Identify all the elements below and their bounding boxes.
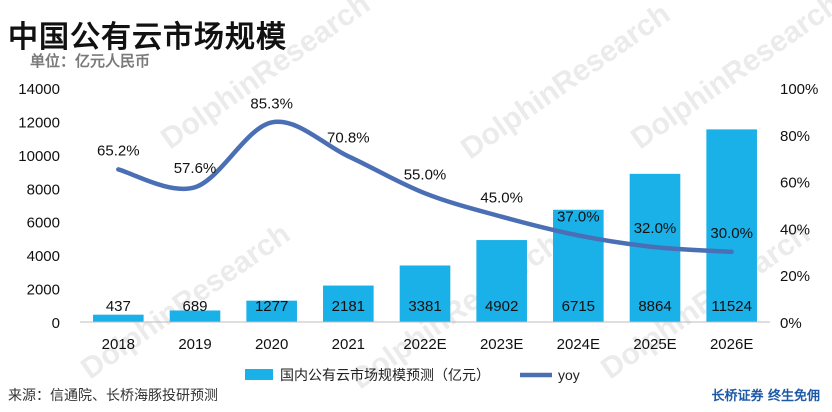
x-tick-2020: 2020 (255, 336, 288, 353)
x-tick-2024E: 2024E (557, 336, 600, 353)
bar-data-labels: 437 689 1277 2181 3381 4902 6715 8864 11524 (106, 298, 752, 315)
bar-label-2022E: 3381 (408, 298, 441, 315)
yoy-label-2026E: 30.0% (710, 225, 753, 242)
y-left-tick-6000: 6000 (27, 215, 60, 232)
yoy-line (116, 119, 734, 255)
bar-label-2018: 437 (106, 298, 131, 315)
yoy-label-2018: 65.2% (97, 142, 140, 159)
y-right-tick-100%: 100% (780, 81, 818, 98)
yoy-label-2019: 57.6% (174, 160, 217, 177)
yoy-label-2024E: 37.0% (557, 208, 600, 225)
bar-2020 (246, 300, 297, 322)
y-left-tick-0: 0 (52, 315, 60, 332)
page-title: 中国公有云市场规模 (8, 20, 287, 55)
x-tick-2021: 2021 (332, 336, 365, 353)
y-right-tick-60%: 60% (780, 175, 810, 192)
line-data-labels: 65.2% 57.6% 85.3% 70.8% 55.0% 45.0% 37.0% 32.0%… (97, 95, 753, 241)
x-tick-2019: 2019 (178, 336, 211, 353)
bar-2024E (553, 209, 604, 322)
x-tick-2026E: 2026E (710, 336, 753, 353)
y-left-tick-4000: 4000 (27, 248, 60, 265)
bar-label-2019: 689 (182, 298, 207, 315)
bar-label-2024E: 6715 (562, 298, 595, 315)
bar-2022E (399, 265, 451, 322)
bar-2023E (476, 240, 527, 322)
x-tick-2023E: 2023E (480, 336, 523, 353)
yoy-label-2025E: 32.0% (634, 220, 677, 237)
bar-2021 (323, 285, 374, 322)
bar-label-2021: 2181 (332, 298, 365, 315)
y-right-tick-20%: 20% (780, 268, 810, 285)
y-left-tick-8000: 8000 (27, 181, 60, 198)
y-left-tick-2000: 2000 (27, 282, 60, 299)
legend-bar-label: 国内公有云市场规模预测（亿元） (280, 367, 490, 383)
unit-label: 单位：亿元人民币 (30, 52, 151, 70)
source-note: 来源：信通院、长桥海豚投研预测 (8, 388, 218, 404)
legend: 国内公有云市场规模预测（亿元） yoy (245, 367, 580, 383)
bar-label-2026E: 11524 (711, 298, 752, 315)
y-left-tick-12000: 12000 (18, 114, 60, 131)
y-right-tick-80%: 80% (780, 128, 810, 145)
x-tick-2025E: 2025E (633, 336, 676, 353)
bar-2026E (706, 129, 757, 322)
y-left-tick-14000: 14000 (18, 81, 60, 98)
legend-line-label: yoy (558, 367, 580, 383)
bar-2018 (93, 314, 144, 322)
bar-label-2020: 1277 (255, 298, 288, 315)
x-tick-2018: 2018 (102, 336, 135, 353)
yoy-label-2023E: 45.0% (480, 190, 523, 207)
y-right-tick-40%: 40% (780, 221, 810, 238)
legend-bar-swatch (245, 369, 273, 380)
y-left-tick-10000: 10000 (18, 148, 60, 165)
bar-series (93, 129, 757, 322)
x-axis-tick-labels: 2018 2019 2020 2021 2022E 2023E 2024E 2025E 2026… (102, 336, 754, 353)
bar-label-2023E: 4902 (485, 298, 518, 315)
yoy-label-2021: 70.8% (327, 129, 370, 146)
bar-2019 (169, 310, 221, 322)
yoy-label-2020: 85.3% (250, 95, 293, 112)
y-left-tick-labels: 0 2000 4000 6000 8000 10000 12000 14000 (18, 81, 60, 332)
brand-logo-text: 长桥证券 终生免佣 (711, 389, 820, 404)
x-tick-2022E: 2022E (403, 336, 446, 353)
y-right-tick-0%: 0% (780, 315, 802, 332)
yoy-label-2022E: 55.0% (404, 166, 447, 183)
bar-label-2025E: 8864 (638, 298, 671, 315)
y-right-tick-labels: 0% 20% 40% 60% 80% 100% (780, 81, 818, 332)
